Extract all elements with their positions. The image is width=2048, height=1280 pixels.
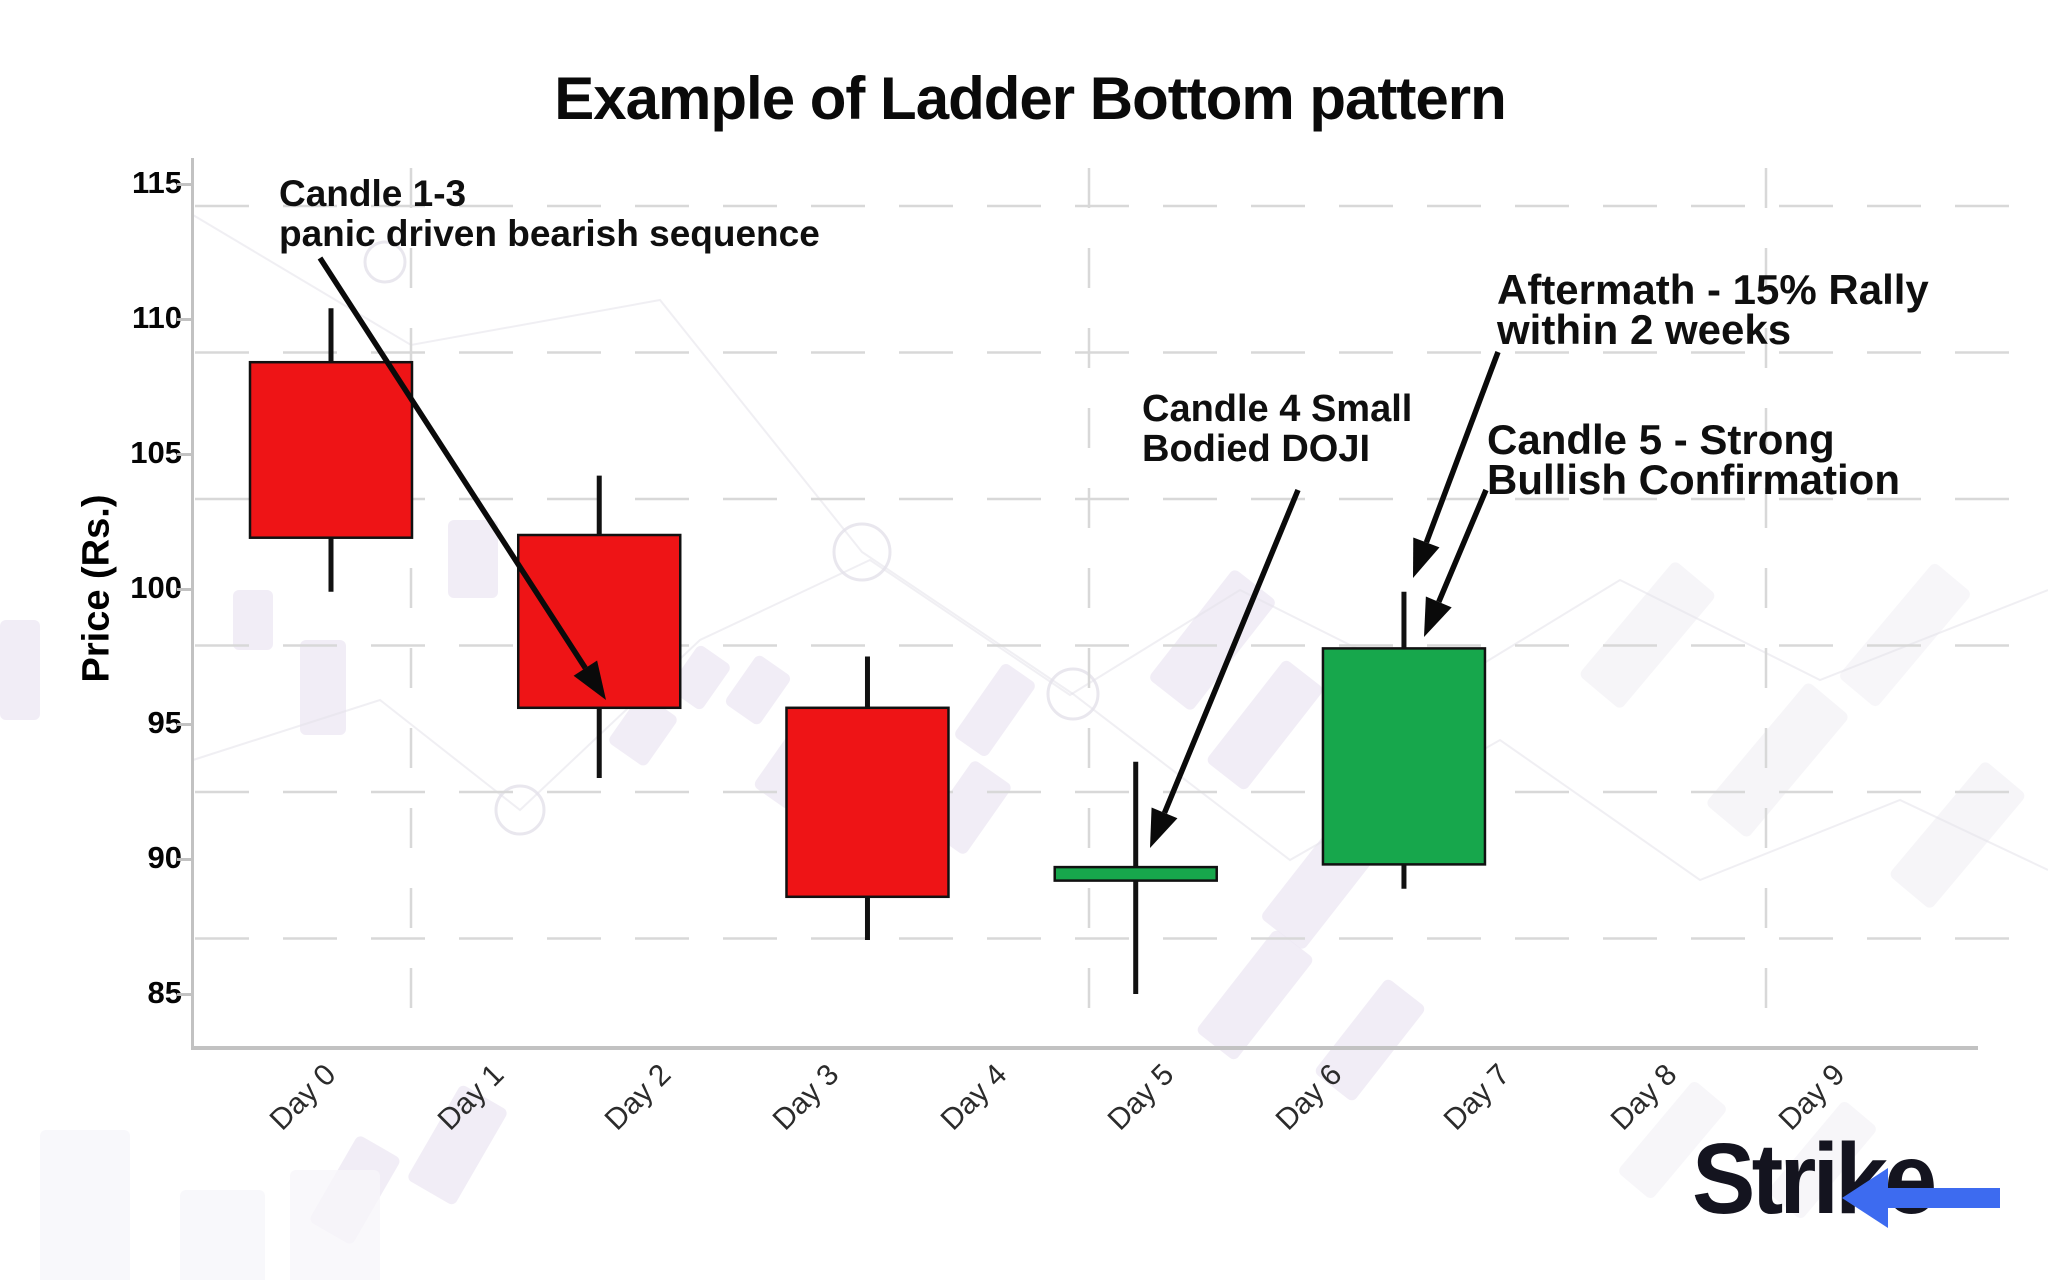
watermark-candle (1619, 1082, 1726, 1198)
arrow-head (1413, 537, 1440, 578)
annotation-line: Candle 1-3 (279, 173, 467, 214)
arrow-head (1150, 807, 1178, 848)
y-tick-mark (177, 723, 191, 726)
annotation-aftermath-rally: Aftermath - 15% Rally within 2 weeks (1497, 266, 1929, 353)
x-axis-spine (191, 1046, 1978, 1050)
strike-logo-text: Strike (1692, 1123, 1937, 1235)
arrow-line (1423, 351, 1501, 544)
chart-title: Example of Ladder Bottom pattern (554, 65, 1506, 132)
watermark-candle (180, 1190, 265, 1280)
arrow-head (573, 660, 606, 700)
y-tick-mark (177, 993, 191, 996)
candle-body-bearish (248, 360, 414, 539)
watermark-candle (290, 1170, 380, 1280)
annotation-candle-5-confirmation: Candle 5 - Strong Bullish Confirmation (1487, 416, 1900, 503)
y-tick-mark (177, 183, 191, 186)
watermark-candle (670, 645, 730, 710)
y-tick-label: 110 (131, 300, 182, 335)
watermark-circle (494, 784, 546, 836)
annotation-line: Aftermath - 15% Rally (1497, 266, 1929, 313)
watermark-candle (1707, 683, 1848, 837)
annotation-line: Bodied DOJI (1142, 428, 1371, 470)
annotation-candle-4-doji: Candle 4 Small Bodied DOJI (1142, 389, 1412, 469)
watermark-circle (1046, 667, 1100, 721)
watermark-candle (1315, 979, 1425, 1101)
watermark-candle (233, 590, 273, 650)
annotation-line: Bullish Confirmation (1487, 456, 1900, 503)
watermark-circle (832, 522, 892, 582)
y-tick-mark (177, 453, 191, 456)
candle-body-bullish (1321, 647, 1487, 866)
arrow-head (1424, 596, 1452, 637)
annotation-line: Candle 5 - Strong (1487, 416, 1835, 463)
annotation-line: Candle 4 Small (1142, 388, 1413, 430)
y-tick-label: 90 (147, 840, 182, 875)
arrow-line (317, 256, 588, 670)
annotation-candle-1-3: Candle 1-3 panic driven bearish sequence (279, 174, 820, 254)
watermark-candle (408, 1085, 507, 1205)
watermark-candle (725, 655, 791, 725)
watermark-candle (1580, 562, 1715, 708)
strike-logo: Strike (1692, 1122, 2022, 1242)
watermark-candle (0, 620, 40, 720)
arrow-line (1436, 488, 1489, 604)
y-tick-label: 95 (147, 705, 182, 740)
y-tick-label: 115 (131, 165, 182, 200)
watermark-candle (955, 664, 1035, 756)
y-tick-label: 100 (130, 570, 182, 605)
watermark-line (192, 558, 2048, 812)
y-tick-label: 85 (147, 975, 182, 1010)
watermark-candle (448, 520, 498, 598)
watermark-candle (300, 640, 346, 735)
strike-logo-arrow-icon (1842, 1168, 2000, 1228)
candle-body-bearish (785, 706, 950, 899)
candle-body-bullish (1053, 865, 1218, 882)
watermark-candle (1769, 1102, 1876, 1218)
watermark-circle (363, 240, 407, 284)
y-tick-mark (177, 318, 191, 321)
arrow-line (1161, 488, 1301, 814)
watermark-candle (40, 1130, 130, 1280)
watermark-candle (1197, 930, 1313, 1060)
y-tick-label: 105 (130, 435, 182, 470)
y-axis-spine (191, 158, 194, 1050)
y-tick-mark (177, 858, 191, 861)
watermark-candle (1150, 570, 1275, 710)
watermark-candle (1890, 762, 2025, 908)
annotation-line: panic driven bearish sequence (279, 213, 820, 254)
annotation-line: within 2 weeks (1497, 306, 1792, 353)
y-tick-mark (177, 588, 191, 591)
watermark-candle (609, 694, 677, 766)
watermark-candle (1840, 563, 1970, 707)
watermark-candle (1207, 660, 1323, 790)
